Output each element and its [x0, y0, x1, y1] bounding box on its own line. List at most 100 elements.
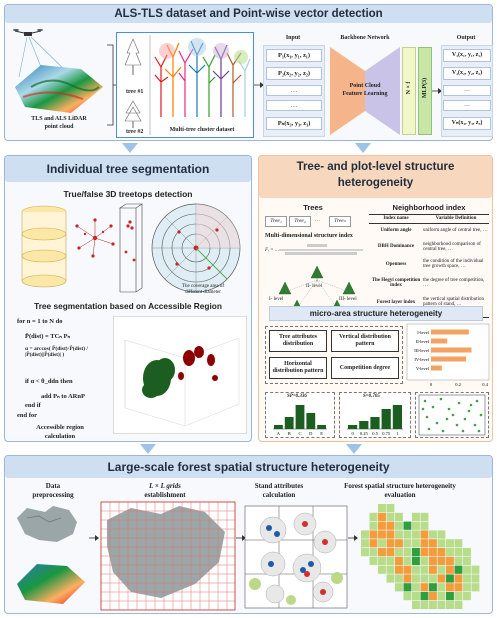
formula-fraction: [279, 244, 363, 255]
mini-chart-2-frame: [339, 392, 411, 438]
spatial-dots: [418, 394, 486, 436]
heatmap-cell: [463, 592, 471, 601]
heatmap-cell: [412, 600, 420, 609]
level-label-2: II- level: [306, 284, 322, 289]
heatmap-cell: [429, 565, 437, 574]
heatmap-cell: [403, 539, 412, 548]
tree-box-ellipsis: …: [315, 218, 320, 223]
tree-box-2: Tree₂: [289, 216, 311, 227]
multitree-icon: [154, 38, 251, 117]
heatmap-cell: [420, 530, 429, 539]
heatmap-cell: [386, 548, 395, 557]
left-title-band: [5, 156, 251, 182]
tree-box-n: Treeₙ: [329, 216, 351, 227]
step2-label-1: L × L grids: [149, 482, 181, 490]
arrow-top-to-right: [355, 143, 371, 153]
micro-title-band: [269, 306, 483, 321]
heatmap-cell: [403, 521, 412, 530]
tree1-icon: [124, 38, 142, 75]
heatmap-cell: [361, 539, 369, 548]
feature-label-1: Point Cloud: [349, 83, 381, 89]
neigh-row-3-name: Openness: [385, 262, 407, 267]
heatmap-cell: [412, 539, 420, 548]
heatmap-cell: [412, 592, 420, 601]
output-item-1: V₁(x₁, y₁, z₁): [443, 49, 491, 62]
bar: [431, 356, 467, 362]
tree-box-1: Tree₁: [265, 216, 287, 227]
heatmap-cell: [378, 530, 386, 539]
coverage-polar: [151, 203, 241, 293]
heatmap-cell: [361, 530, 369, 539]
heatmap-cell: [395, 574, 403, 583]
neigh-header-def: Variable Definition: [435, 216, 477, 221]
formula: Fᵢ = …: [265, 248, 280, 253]
bar: [431, 338, 448, 344]
heatmap-cell: [378, 548, 386, 557]
heatmap-cell: [378, 539, 386, 548]
heatmap-cell: [429, 530, 437, 539]
step4-label-1: Forest spatial structure heterogeneity: [344, 482, 456, 490]
output-item-4: …: [443, 100, 491, 111]
bar-tick: 0: [430, 382, 433, 387]
mini-tick: 0.5: [372, 431, 378, 436]
mini-tick: B: [288, 431, 291, 436]
step-arrow-2: [236, 535, 246, 541]
level-label-3: III- level: [339, 297, 357, 302]
heatmap-cell: [454, 600, 463, 609]
output-item-5: Vₙ(x₃, y₃, z₃): [443, 117, 491, 130]
heatmap-cell: [446, 592, 454, 601]
mini-tick: 0: [351, 431, 354, 436]
output-label: Output: [456, 35, 476, 41]
accessible-label-1: Accessible region: [36, 424, 84, 431]
heatmap-cell: [446, 548, 454, 557]
neigh-header-rule: [369, 223, 489, 224]
heatmap-cell: [403, 548, 412, 557]
bar-label: IV-level: [414, 357, 429, 362]
backbone-network-shape: [330, 47, 400, 135]
right-title-2: heterogeneity: [337, 177, 414, 189]
heatmap-cell: [361, 548, 369, 557]
heatmap-cell: [395, 512, 403, 521]
algo-line-3: α = arccos( P̄(dist)·P̄(dist) / |P̄(dist…: [25, 346, 88, 358]
step1-label-1: Data: [45, 482, 61, 490]
algo-line-1: for n = 1 to N do: [17, 318, 63, 325]
heatmap-cell: [386, 539, 395, 548]
heatmap-cell: [403, 574, 412, 583]
neigh-row-5-def: the vertical spatial distribution patter…: [423, 297, 484, 307]
input-item-1: P₁(x₁, y₁, z₁): [266, 49, 322, 62]
neigh-row-3-def: the condition of the individual tree gro…: [423, 259, 484, 269]
mini-bar: [284, 417, 294, 429]
algo-line-2: P̄(dist) = TCₙ Pₙ: [25, 333, 71, 340]
heatmap-cell: [420, 592, 429, 601]
mini-bar: [359, 421, 369, 429]
heatmap-cell: [378, 504, 386, 513]
micro-box-4: Competition degree: [331, 357, 399, 379]
coverage-label-1: The coverage area of: [181, 284, 225, 289]
heatmap-cell: [420, 548, 429, 557]
left-subtitle-2: Tree segmentation based on Accessible Re…: [34, 301, 222, 311]
heatmap-cell: [454, 592, 463, 601]
heatmap-cell: [412, 556, 420, 565]
step3-label-2: calculation: [262, 491, 296, 499]
heatmap-cell: [420, 521, 429, 530]
mini-bar: [295, 405, 305, 429]
dataset-divider: [149, 35, 151, 135]
neigh-row-5-name: Forest layer index: [376, 300, 416, 305]
bottom-panel: Large-scale forest spatial structure het…: [4, 455, 493, 614]
micro-box-1: Tree attributes distribution: [269, 330, 327, 352]
neigh-row-2-name: DBH Dominance: [377, 244, 415, 249]
heatmap-cell: [378, 512, 386, 521]
heatmap-cell: [378, 565, 386, 574]
input-item-3: …: [266, 85, 322, 96]
right-title-1: Tree- and plot-level structure: [296, 161, 455, 173]
heatmap-cell: [395, 556, 403, 565]
mini-bar: [370, 417, 380, 429]
heatmap-cell: [463, 556, 471, 565]
bar-label: III-level: [414, 348, 429, 353]
heatmap-cell: [437, 539, 446, 548]
heatmap-cell: [446, 574, 454, 583]
heatmap-cell: [386, 565, 395, 574]
heatmap-cell: [454, 565, 463, 574]
step-arrow-3: [348, 535, 358, 541]
neigh-header-name: Index name: [383, 216, 409, 221]
